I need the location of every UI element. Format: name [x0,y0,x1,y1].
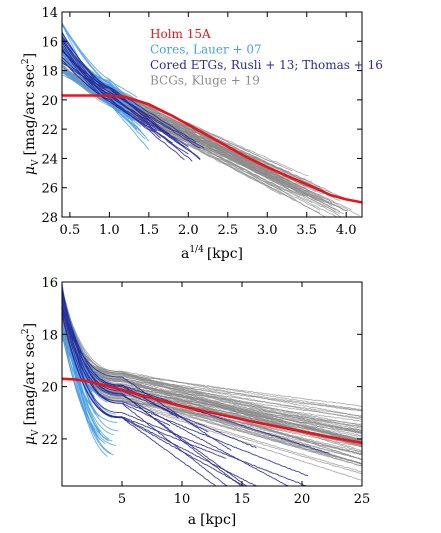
x-tick-label: 15 [234,492,251,507]
profile-curve [63,61,333,204]
top-frame [61,11,363,218]
y-tick-label: 22 [41,433,58,448]
profile-curve [62,299,362,456]
profile-curve [62,38,185,161]
x-tick-label: 2.0 [178,223,199,238]
bottom-curves [62,283,362,486]
x-tick-label: 10 [174,492,191,507]
top-panel: 0.5 1.0 1.5 2.0 2.5 3.0 3.5 4.0 14 16 18 20 22 24 26 28… [21,6,383,262]
legend-entry: Holm 15A [150,27,211,41]
y-tick-label: 28 [41,211,58,226]
profile-curve [62,337,362,473]
y-tick-label: 24 [41,152,58,167]
x-tick-label: 3.0 [257,223,278,238]
profile-curve [62,287,112,384]
y-tick-label: 22 [41,123,58,138]
profile-curve [62,23,130,100]
profile-curve [62,64,146,140]
y-tick-label: 18 [41,65,58,80]
y-tick-label: 20 [41,381,58,396]
profile-curve [62,306,362,411]
y-tick-label: 18 [41,328,58,343]
top-curves [62,22,362,217]
y-tick-label: 14 [41,6,58,21]
profile-curve [62,291,242,486]
profile-curve [62,290,248,486]
profile-curve [62,333,113,442]
x-tick-label: 1.0 [99,223,120,238]
x-tick-label: 3.5 [296,223,317,238]
x-tick-label: 2.5 [217,223,238,238]
profile-curve [62,59,162,139]
legend-entry: Cored ETGs, Rusli + 13; Thomas + 16 [150,58,383,72]
profile-curve [62,48,161,132]
x-tick-label: 4.0 [336,223,357,238]
profile-curve [62,298,362,437]
x-tick-label: 20 [294,492,311,507]
profile-curve [62,307,309,477]
profile-curve [62,302,114,456]
x-tick-label: 25 [354,492,371,507]
profile-curve [62,325,93,408]
holm15a-curve [62,94,362,204]
y-tick-label: 16 [41,35,58,50]
profile-curve [62,290,362,417]
profile-curve [62,311,362,467]
top-ticks: 0.5 1.0 1.5 2.0 2.5 3.0 3.5 4.0 14 16 18 20 22 24 26 28 [41,6,362,238]
bottom-frame [61,281,363,487]
profile-curve [62,286,171,427]
y-tick-label: 16 [41,276,58,291]
profile-curve [62,306,307,486]
profile-curve [62,40,197,143]
profile-curve [62,312,217,486]
x-tick-label: 0.5 [60,223,81,238]
profile-curve [62,307,362,419]
profile-curve [62,338,362,407]
profile-curve [62,23,150,150]
profile-curve [62,45,189,148]
profile-curve [62,297,257,449]
profile-curve [62,328,362,412]
x-tick-label: 1.5 [138,223,159,238]
top-x-axis-label: a1/4 [kpc] [181,245,243,262]
profile-curve [62,289,362,445]
profile-curve [62,325,362,442]
profile-curve [62,305,289,486]
profile-curve [62,35,173,140]
bottom-y-axis-label: μV[mag/arc sec2] [21,323,41,445]
profile-curve [62,45,146,128]
legend-entry: BCGs, Kluge + 19 [150,74,260,88]
profile-curve [62,42,189,155]
profile-curve [62,334,362,465]
holm15a-curve [62,377,362,445]
x-tick-label: 5 [118,492,126,507]
top-y-axis-label: μV[mag/arc sec2] [21,53,41,175]
y-tick-label: 20 [41,94,58,109]
legend-entry: Cores, Lauer + 07 [150,43,262,57]
y-tick-label: 26 [41,182,58,197]
bottom-panel: 5 10 15 20 25 16 18 20 22 a [kpc] μV[mag/arc sec2… [21,276,370,528]
profile-curve [62,290,258,486]
bottom-x-axis-label: a [kpc] [188,512,237,528]
bottom-ticks: 5 10 15 20 25 16 18 20 22 [41,276,370,507]
